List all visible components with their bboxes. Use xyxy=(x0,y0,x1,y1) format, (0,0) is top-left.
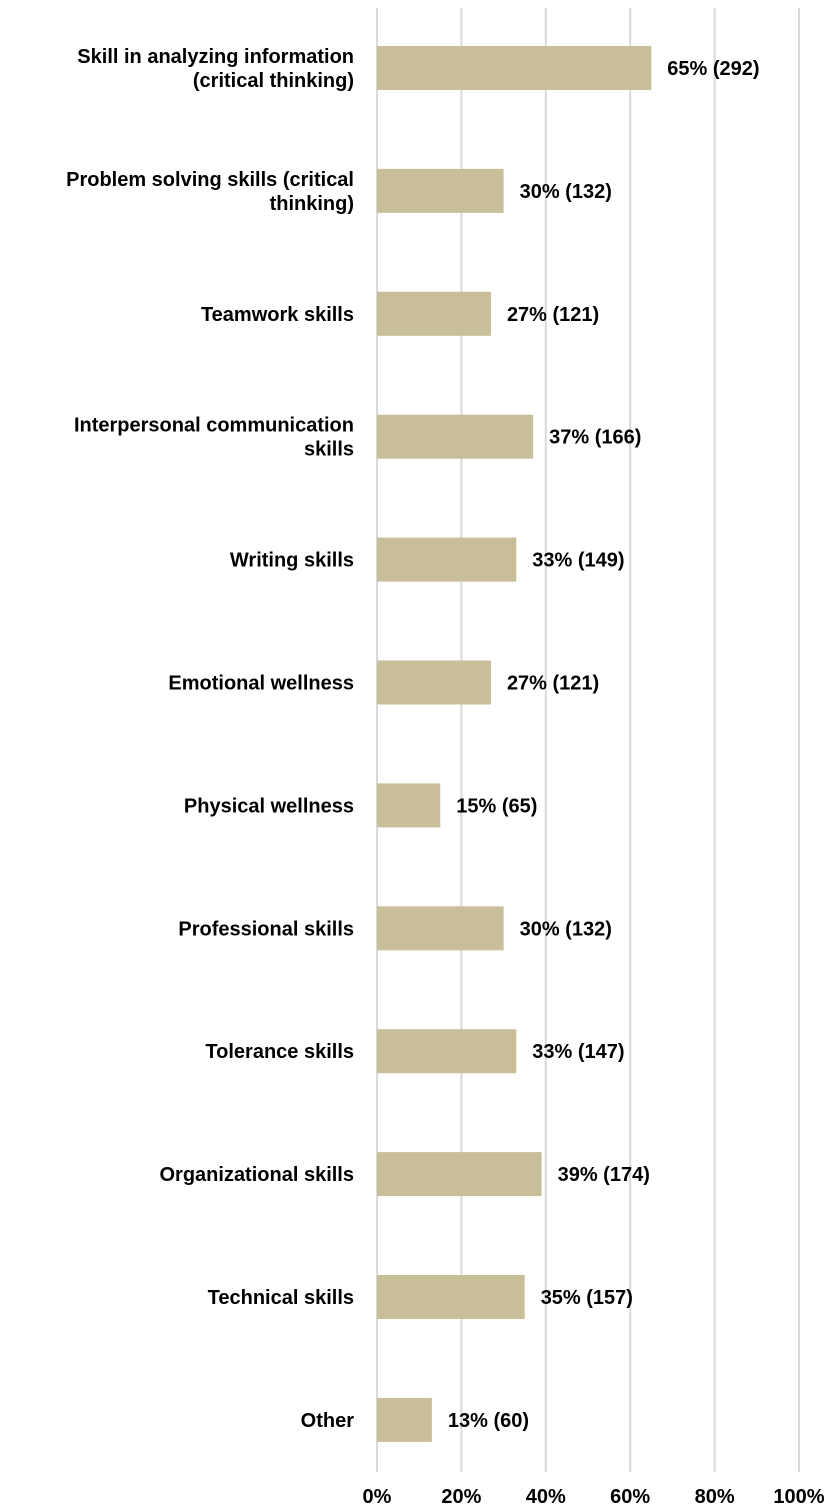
x-tick-label-80: 80% xyxy=(695,1486,735,1508)
data-label-2: 27% (121) xyxy=(507,304,599,326)
category-label-8: Tolerance skills xyxy=(205,1041,354,1063)
bar-0 xyxy=(377,46,652,90)
category-label-7: Professional skills xyxy=(178,918,354,940)
data-label-5: 27% (121) xyxy=(507,673,599,695)
bar-2 xyxy=(377,291,491,336)
category-labels: Skill in analyzing information (critical … xyxy=(66,46,354,1432)
category-label-6: Physical wellness xyxy=(184,795,354,817)
gridlines xyxy=(376,8,800,1472)
data-label-4: 33% (149) xyxy=(532,550,624,572)
bar-3 xyxy=(377,414,534,459)
data-labels: 65% (292) 30% (132) 27% (121) 37% (166) 33% … xyxy=(448,58,760,1432)
x-tick-label-40: 40% xyxy=(526,1486,566,1508)
bar-11 xyxy=(377,1397,432,1442)
category-label-line: Other xyxy=(301,1410,355,1432)
category-label-line: Emotional wellness xyxy=(168,673,354,695)
category-label-5: Emotional wellness xyxy=(168,673,354,695)
data-label-8: 33% (147) xyxy=(532,1041,624,1063)
category-label-line: Skill in analyzing information xyxy=(77,46,354,68)
data-label-10: 35% (157) xyxy=(541,1287,633,1309)
category-label-1: Problem solving skills (critical thinking… xyxy=(66,169,354,215)
data-label-6: 15% (65) xyxy=(456,795,537,817)
category-label-line: Interpersonal communication xyxy=(74,415,354,437)
bar-4 xyxy=(377,537,517,582)
bar-8 xyxy=(377,1029,517,1074)
category-label-line: Organizational skills xyxy=(159,1164,354,1186)
data-label-3: 37% (166) xyxy=(549,427,641,449)
bar-6 xyxy=(377,783,441,828)
category-label-line: thinking) xyxy=(270,193,354,215)
category-label-11: Other xyxy=(301,1410,355,1432)
data-label-9: 39% (174) xyxy=(558,1164,650,1186)
bar-9 xyxy=(377,1152,542,1197)
x-tick-label-0: 0% xyxy=(363,1486,392,1508)
bars xyxy=(377,46,652,1442)
category-label-line: skills xyxy=(304,439,354,461)
category-label-4: Writing skills xyxy=(230,550,354,572)
data-label-7: 30% (132) xyxy=(520,918,612,940)
bar-10 xyxy=(377,1275,525,1319)
x-axis-ticks: 0% 20% 40% 60% 80% 100% xyxy=(363,1486,825,1508)
category-label-9: Organizational skills xyxy=(159,1164,354,1186)
category-label-line: Physical wellness xyxy=(184,795,354,817)
data-label-11: 13% (60) xyxy=(448,1410,529,1432)
bar-5 xyxy=(377,660,491,705)
x-tick-label-20: 20% xyxy=(441,1486,481,1508)
data-label-1: 30% (132) xyxy=(520,181,612,203)
x-tick-label-60: 60% xyxy=(610,1486,650,1508)
category-label-line: Writing skills xyxy=(230,550,354,572)
category-label-line: (critical thinking) xyxy=(193,70,354,92)
bar-7 xyxy=(377,906,504,951)
x-tick-label-100: 100% xyxy=(773,1486,824,1508)
data-label-0: 65% (292) xyxy=(667,58,759,80)
bar-1 xyxy=(377,168,504,213)
category-label-line: Problem solving skills (critical xyxy=(66,169,354,191)
category-label-0: Skill in analyzing information (critical … xyxy=(77,46,354,92)
category-label-3: Interpersonal communication skills xyxy=(74,415,354,461)
category-label-10: Technical skills xyxy=(208,1287,354,1309)
category-label-line: Teamwork skills xyxy=(201,304,354,326)
category-label-line: Tolerance skills xyxy=(205,1041,354,1063)
category-label-line: Professional skills xyxy=(178,918,354,940)
category-label-line: Technical skills xyxy=(208,1287,354,1309)
category-label-2: Teamwork skills xyxy=(201,304,354,326)
